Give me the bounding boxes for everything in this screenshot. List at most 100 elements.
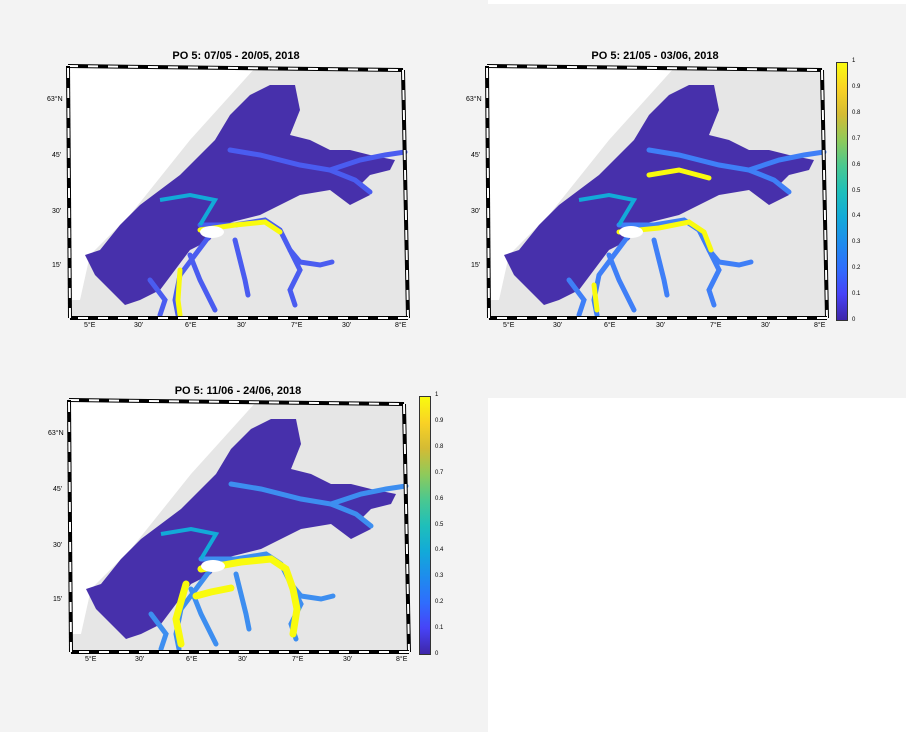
lon-label: 6°E: [604, 322, 616, 329]
frame-border-dash: [402, 69, 409, 319]
fjord-branch: [187, 252, 218, 313]
frame-border-dash: [486, 65, 490, 319]
fjord-branch: [746, 149, 827, 173]
colorbar-tick-label: 0.3: [852, 239, 861, 246]
colorbar-tick-label: 0.9: [852, 83, 861, 90]
high-concentration-band: [646, 167, 712, 181]
fjord-branch: [233, 571, 252, 632]
panel-title: PO 5: 21/05 - 03/06, 2018: [591, 50, 719, 62]
frame-border-dash: [68, 399, 72, 653]
lon-label: 8°E: [395, 322, 407, 329]
fjord-branch: [228, 481, 374, 529]
lon-label: 6°E: [186, 656, 198, 663]
colorbar-tick-label: 0.8: [435, 443, 444, 450]
colorbar-tick-label: 0: [852, 317, 856, 323]
fjord-branch: [327, 149, 408, 173]
lon-label: 7°E: [291, 322, 303, 329]
lon-label: 7°E: [292, 656, 304, 663]
high-concentration-band: [175, 267, 183, 318]
lon-label: 30': [553, 322, 563, 329]
fjord-branch: [328, 483, 409, 507]
lat-label: 45': [53, 486, 63, 493]
lon-label: 7°E: [710, 322, 722, 329]
model-domain: [85, 85, 395, 305]
colorbar-tick-label: 0.3: [435, 573, 444, 580]
lon-label: 30': [343, 656, 353, 663]
colorbar-tick-label: 0.5: [435, 521, 444, 528]
colorbar-tick-label: 0: [435, 651, 439, 657]
colorbar-tick-label: 1: [852, 58, 856, 64]
lon-label: 5°E: [84, 322, 96, 329]
mid-concentration-band: [159, 192, 219, 227]
colorbar: [419, 396, 431, 655]
high-concentration-band: [192, 584, 235, 600]
lon-label: 30': [134, 322, 144, 329]
frame-border-dash: [821, 69, 828, 319]
colorbar-tick-label: 0.1: [435, 625, 444, 632]
colorbar-tick-label: 0.9: [435, 417, 444, 424]
lat-label: 30': [53, 542, 63, 549]
lon-label: 30': [656, 322, 666, 329]
lake-shape: [200, 226, 224, 238]
mid-concentration-band: [578, 192, 638, 227]
lat-label: 30': [471, 208, 481, 215]
colorbar-tick-label: 0.5: [852, 187, 861, 194]
lat-label: 15': [53, 596, 63, 603]
colorbar: [836, 62, 848, 321]
colorbar-tick-label: 0.2: [435, 599, 444, 606]
lon-label: 30': [135, 656, 145, 663]
fjord-branch: [148, 611, 169, 652]
frame-border-dash: [67, 65, 71, 319]
fjord-branch: [147, 277, 168, 318]
fjord-branch: [232, 237, 251, 298]
lat-label: 15': [52, 262, 62, 269]
fjord-branch: [287, 247, 303, 308]
open-sea-area: [69, 400, 256, 634]
lake-shape: [619, 226, 643, 238]
model-domain: [86, 419, 396, 639]
high-concentration-band: [197, 555, 301, 638]
frame-border-dash: [486, 65, 823, 71]
fjord-branch: [606, 252, 637, 313]
lat-label: 30': [52, 208, 62, 215]
frame-border-dash: [403, 403, 410, 653]
top-strip: [488, 0, 906, 4]
lon-label: 5°E: [85, 656, 97, 663]
fjord-branch: [716, 259, 754, 268]
colorbar-tick-label: 0.4: [435, 547, 444, 554]
colorbar-tick-label: 0.7: [852, 135, 861, 142]
model-domain: [504, 85, 814, 305]
fjord-branch: [646, 147, 792, 195]
fjord-branch: [706, 247, 722, 308]
lat-label: 45': [52, 152, 62, 159]
colorbar-tick-label: 0.6: [852, 161, 861, 168]
high-concentration-band: [616, 219, 714, 253]
high-concentration-band: [591, 282, 600, 313]
open-sea-area: [487, 66, 674, 300]
colorbar-tick-label: 0.6: [435, 495, 444, 502]
fjord-branch: [227, 147, 373, 195]
lon-label: 30': [237, 322, 247, 329]
colorbar-tick-label: 0.8: [852, 109, 861, 116]
colorbar-tick-label: 1: [435, 392, 439, 398]
fjord-branch: [651, 237, 670, 298]
mid-concentration-band: [160, 526, 220, 561]
lat-label: 63°N: [48, 430, 64, 437]
panel-title: PO 5: 11/06 - 24/06, 2018: [174, 385, 302, 397]
lon-label: 30': [761, 322, 771, 329]
fjord-branch: [298, 593, 336, 602]
fjord-branch: [297, 259, 335, 268]
colorbar-tick-label: 0.2: [852, 265, 861, 272]
lake-shape: [201, 560, 225, 572]
lon-label: 30': [238, 656, 248, 663]
lat-label: 63°N: [466, 96, 482, 103]
colorbar-tick-label: 0.7: [435, 469, 444, 476]
lon-label: 8°E: [814, 322, 826, 329]
lon-label: 30': [342, 322, 352, 329]
panel-title: PO 5: 07/05 - 20/05, 2018: [172, 50, 300, 62]
fjord-branch: [566, 277, 587, 318]
lon-label: 5°E: [503, 322, 515, 329]
lat-label: 15': [471, 262, 481, 269]
